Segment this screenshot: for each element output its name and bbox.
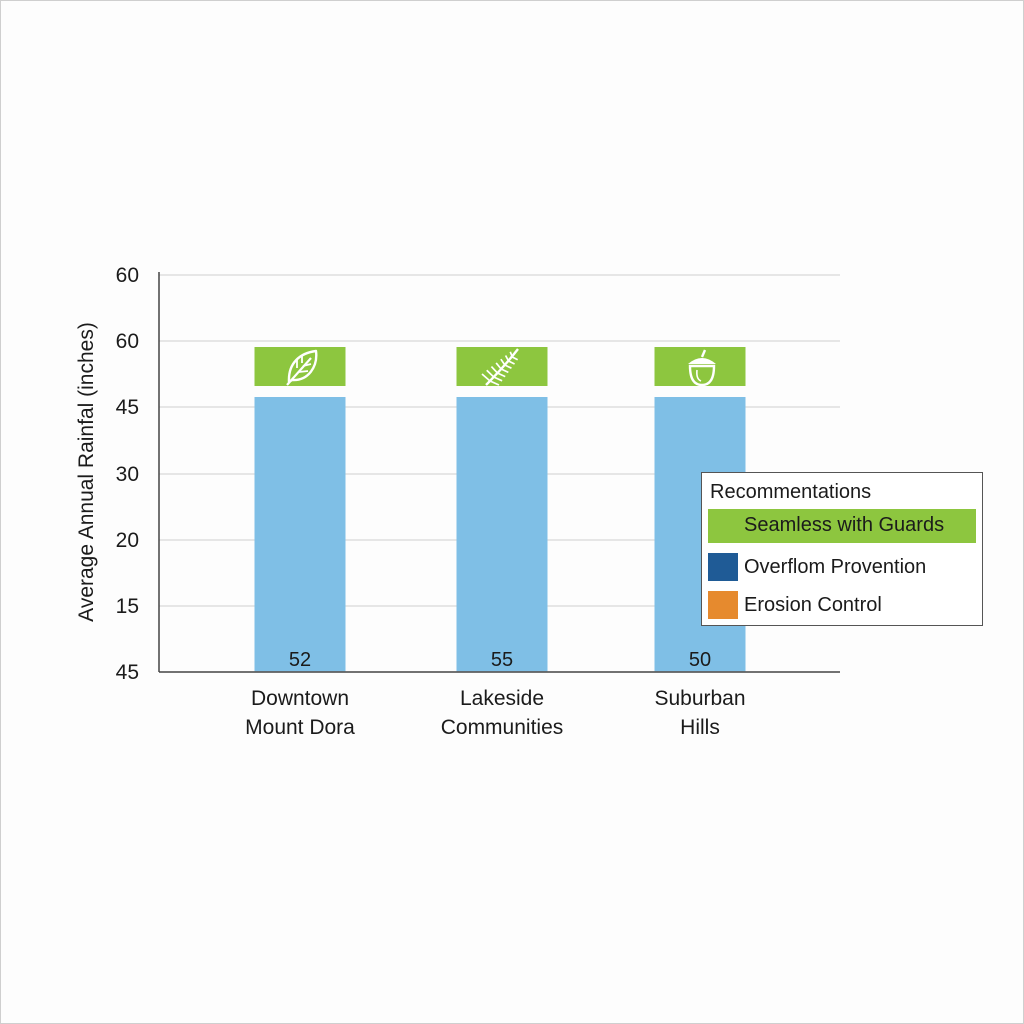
x-category-label: Hills xyxy=(680,716,720,739)
palm-leaf-icon xyxy=(481,348,519,386)
legend-swatch xyxy=(708,591,738,619)
legend-label: Erosion Control xyxy=(744,594,882,616)
bar-value-label: 52 xyxy=(289,649,311,671)
x-axis-categories: Downtown Mount Dora Lakeside Communities Sub… xyxy=(245,687,745,739)
y-axis-ticks: 60 60 45 30 20 15 45 xyxy=(116,264,139,684)
legend-label: Overflom Provention xyxy=(744,556,927,578)
bars: 52 55 50 xyxy=(254,347,746,672)
x-category-label: Communities xyxy=(441,716,564,739)
legend-title: Recommentations xyxy=(710,481,872,503)
y-tick-label: 20 xyxy=(116,529,139,552)
bar-value-label: 50 xyxy=(689,649,711,671)
legend: Recommentations Seamless with Guards Ove… xyxy=(701,472,983,626)
legend-swatch xyxy=(708,553,738,581)
x-category-label: Lakeside xyxy=(460,687,544,710)
y-tick-label: 45 xyxy=(116,661,139,684)
x-category-label: Mount Dora xyxy=(245,716,355,739)
y-tick-label: 15 xyxy=(116,595,139,618)
y-tick-label: 45 xyxy=(116,396,139,419)
acorn-icon xyxy=(688,349,716,387)
y-tick-label: 60 xyxy=(116,330,139,353)
bar xyxy=(254,397,346,672)
y-axis-title: Average Annual Rainfal (inches) xyxy=(75,322,98,622)
legend-item-seamless-with-guards: Seamless with Guards xyxy=(708,509,976,543)
y-tick-label: 60 xyxy=(116,264,139,287)
leaf-icon xyxy=(286,349,318,386)
x-category-label: Downtown xyxy=(251,687,349,710)
x-category-label: Suburban xyxy=(654,687,745,710)
bar xyxy=(456,397,548,672)
y-tick-label: 30 xyxy=(116,463,139,486)
bar-value-label: 55 xyxy=(491,649,513,671)
legend-label: Seamless with Guards xyxy=(744,514,945,536)
